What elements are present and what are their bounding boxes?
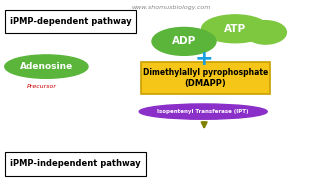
- Text: iPMP-dependent pathway: iPMP-dependent pathway: [10, 17, 131, 26]
- Ellipse shape: [139, 104, 267, 119]
- Text: +: +: [195, 49, 213, 69]
- Text: ADP: ADP: [172, 36, 196, 46]
- Ellipse shape: [5, 55, 88, 78]
- Ellipse shape: [152, 28, 216, 55]
- Ellipse shape: [245, 21, 286, 44]
- Text: Precursor: Precursor: [27, 84, 57, 89]
- Text: Adenosine: Adenosine: [20, 62, 73, 71]
- FancyBboxPatch shape: [5, 10, 136, 33]
- Text: Dimethylallyl pyrophosphate: Dimethylallyl pyrophosphate: [143, 68, 268, 77]
- Text: ATP: ATP: [224, 24, 246, 34]
- Text: iPMP-independent pathway: iPMP-independent pathway: [10, 159, 140, 168]
- Text: Isopentenyl Transferase (IPT): Isopentenyl Transferase (IPT): [157, 109, 249, 114]
- Text: www.shomusbiology.com: www.shomusbiology.com: [132, 4, 211, 10]
- Ellipse shape: [202, 15, 269, 43]
- FancyBboxPatch shape: [141, 62, 270, 94]
- Text: (DMAPP): (DMAPP): [185, 79, 227, 88]
- FancyBboxPatch shape: [5, 152, 146, 176]
